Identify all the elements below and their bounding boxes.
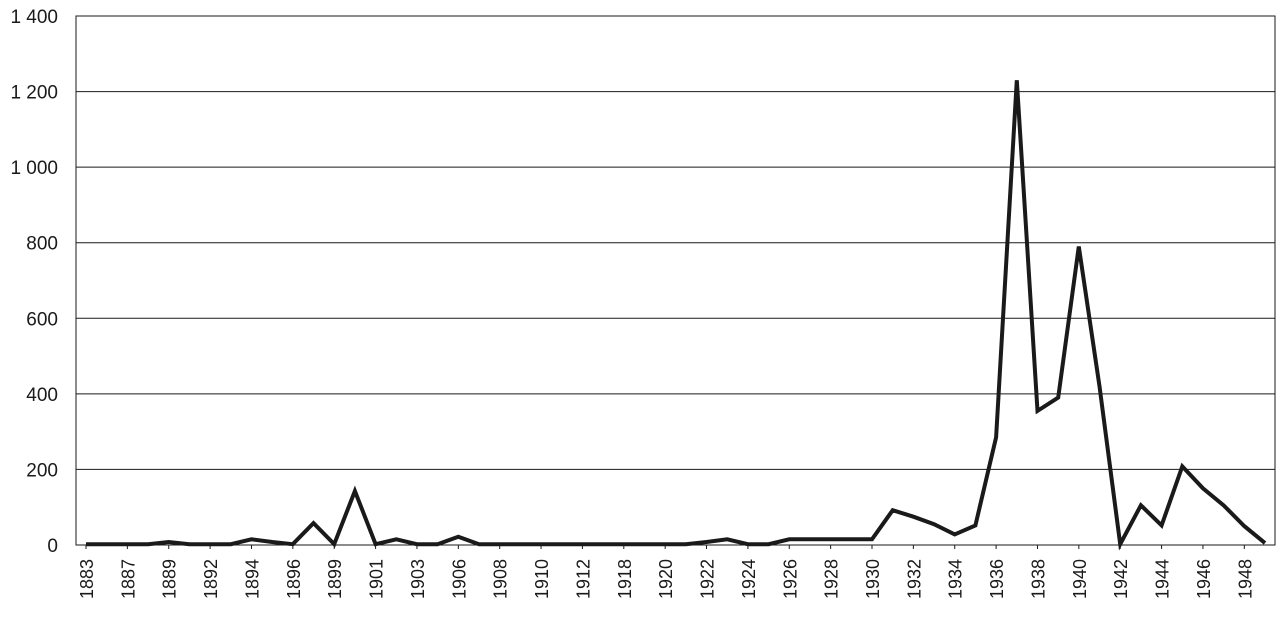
x-tick-label: 1940 bbox=[1070, 559, 1090, 599]
x-tick-label: 1912 bbox=[573, 559, 593, 599]
y-tick-label: 1 200 bbox=[10, 83, 58, 104]
y-axis-ticks: 0 200 400 600 800 1 000 1 200 1 400 bbox=[10, 7, 58, 557]
x-tick-label: 1926 bbox=[780, 559, 800, 599]
x-tick-label: 1930 bbox=[863, 559, 883, 599]
x-tick-label: 1928 bbox=[822, 559, 842, 599]
x-axis-ticks: 1883 1887 1889 1892 1894 1896 1899 1901 1903 1906… bbox=[77, 545, 1255, 599]
gridlines bbox=[76, 15, 1275, 546]
x-tick-label: 1936 bbox=[987, 559, 1007, 599]
y-tick-label: 200 bbox=[26, 460, 58, 481]
plot-frame bbox=[75, 15, 1276, 546]
x-tick-label: 1932 bbox=[904, 559, 924, 599]
x-tick-label: 1883 bbox=[77, 559, 97, 599]
x-tick-label: 1894 bbox=[242, 559, 262, 599]
x-tick-label: 1908 bbox=[491, 559, 511, 599]
x-tick-label: 1892 bbox=[201, 559, 221, 599]
series-line bbox=[86, 80, 1267, 551]
x-tick-label: 1942 bbox=[1111, 559, 1131, 599]
x-tick-label: 1948 bbox=[1235, 559, 1255, 599]
x-tick-label: 1924 bbox=[739, 559, 759, 599]
x-tick-label: 1901 bbox=[367, 559, 387, 599]
x-tick-label: 1910 bbox=[532, 559, 552, 599]
y-tick-label: 0 bbox=[47, 536, 58, 557]
x-tick-label: 1918 bbox=[615, 559, 635, 599]
y-tick-label: 400 bbox=[26, 385, 58, 406]
y-tick-label: 1 000 bbox=[10, 158, 58, 179]
x-tick-label: 1903 bbox=[408, 559, 428, 599]
x-tick-label: 1946 bbox=[1194, 559, 1214, 599]
series-layer bbox=[86, 80, 1267, 551]
x-tick-label: 1934 bbox=[946, 559, 966, 599]
x-tick-label: 1906 bbox=[449, 559, 469, 599]
x-tick-label: 1887 bbox=[118, 559, 138, 599]
x-tick-label: 1922 bbox=[698, 559, 718, 599]
x-tick-label: 1899 bbox=[325, 559, 345, 599]
x-tick-label: 1938 bbox=[1028, 559, 1048, 599]
y-tick-label: 1 400 bbox=[10, 7, 58, 28]
x-tick-label: 1920 bbox=[656, 559, 676, 599]
y-tick-label: 600 bbox=[26, 309, 58, 330]
x-tick-label: 1944 bbox=[1153, 559, 1173, 599]
y-tick-label: 800 bbox=[26, 234, 58, 255]
x-tick-label: 1896 bbox=[284, 559, 304, 599]
x-tick-label: 1889 bbox=[160, 559, 180, 599]
